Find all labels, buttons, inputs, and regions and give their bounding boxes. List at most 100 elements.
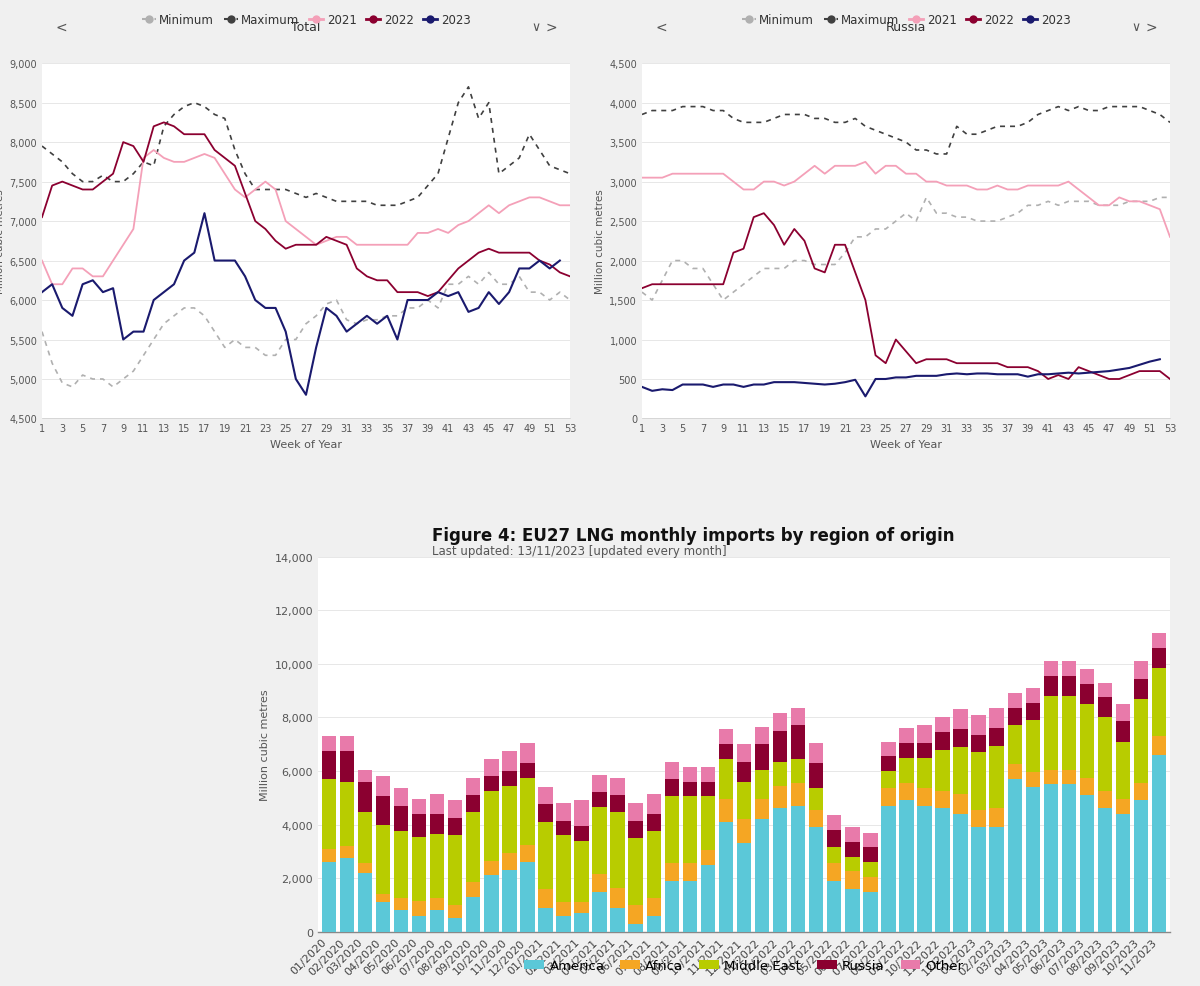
Bar: [845, 857, 859, 872]
Bar: [647, 814, 661, 831]
Bar: [611, 778, 625, 796]
Bar: [683, 782, 697, 797]
Bar: [575, 826, 589, 841]
Bar: [701, 850, 715, 865]
Bar: [791, 759, 805, 783]
Bar: [737, 744, 751, 762]
Bar: [358, 873, 372, 932]
X-axis label: Week of Year: Week of Year: [270, 440, 342, 450]
Bar: [340, 858, 354, 932]
Bar: [719, 822, 733, 932]
Bar: [755, 819, 769, 932]
Bar: [1026, 773, 1040, 787]
Bar: [863, 891, 877, 932]
Bar: [376, 777, 390, 797]
Y-axis label: Million cubic metres: Million cubic metres: [260, 688, 270, 801]
Bar: [737, 843, 751, 932]
Text: Figure 4: EU27 LNG monthly imports by region of origin: Figure 4: EU27 LNG monthly imports by re…: [432, 527, 954, 544]
Bar: [1062, 662, 1076, 676]
Text: >: >: [1145, 21, 1157, 35]
Y-axis label: Million cubic metres: Million cubic metres: [595, 189, 605, 294]
Bar: [502, 751, 516, 771]
Bar: [629, 820, 643, 838]
Legend: Minimum, Maximum, 2021, 2022, 2023: Minimum, Maximum, 2021, 2022, 2023: [137, 10, 475, 33]
Bar: [701, 797, 715, 850]
Bar: [1134, 699, 1148, 783]
Bar: [520, 763, 535, 778]
Bar: [484, 777, 498, 791]
Bar: [502, 871, 516, 932]
Bar: [1098, 791, 1112, 809]
Bar: [972, 810, 986, 827]
Bar: [990, 827, 1004, 932]
Bar: [1152, 669, 1166, 737]
Bar: [899, 743, 913, 758]
Bar: [1062, 696, 1076, 770]
Bar: [448, 801, 462, 818]
Bar: [593, 793, 607, 808]
Bar: [827, 864, 841, 880]
Bar: [990, 708, 1004, 729]
Bar: [1080, 684, 1094, 704]
Bar: [1044, 676, 1058, 696]
Bar: [1152, 648, 1166, 669]
Bar: [845, 889, 859, 932]
Bar: [430, 834, 444, 898]
Bar: [701, 865, 715, 932]
Bar: [972, 827, 986, 932]
Bar: [502, 853, 516, 871]
Bar: [972, 752, 986, 810]
Bar: [629, 838, 643, 905]
Bar: [791, 806, 805, 932]
Bar: [809, 789, 823, 810]
Bar: [376, 894, 390, 902]
Bar: [394, 789, 408, 806]
Bar: [502, 771, 516, 786]
Bar: [719, 744, 733, 759]
Bar: [917, 726, 931, 743]
Bar: [972, 736, 986, 752]
Bar: [719, 800, 733, 822]
Bar: [1008, 693, 1022, 708]
Bar: [520, 778, 535, 845]
Bar: [809, 810, 823, 827]
Bar: [1134, 783, 1148, 801]
Bar: [575, 902, 589, 913]
Bar: [611, 887, 625, 908]
Bar: [863, 848, 877, 862]
Bar: [755, 744, 769, 770]
Bar: [899, 758, 913, 783]
Bar: [340, 782, 354, 846]
Bar: [358, 770, 372, 782]
Bar: [484, 759, 498, 777]
Bar: [972, 715, 986, 736]
Bar: [791, 708, 805, 726]
Bar: [557, 820, 571, 835]
Bar: [683, 797, 697, 864]
Bar: [412, 814, 426, 837]
Bar: [665, 864, 679, 880]
Bar: [665, 880, 679, 932]
Bar: [430, 814, 444, 834]
Bar: [448, 905, 462, 918]
Bar: [1116, 741, 1130, 800]
Bar: [683, 880, 697, 932]
Bar: [412, 916, 426, 932]
Bar: [1062, 785, 1076, 932]
Text: ∨: ∨: [1132, 21, 1140, 35]
Bar: [755, 727, 769, 744]
Bar: [1098, 683, 1112, 698]
Bar: [376, 797, 390, 824]
Bar: [1134, 662, 1148, 678]
Bar: [737, 782, 751, 819]
Bar: [917, 806, 931, 932]
Bar: [412, 901, 426, 916]
Bar: [1062, 770, 1076, 785]
Bar: [917, 789, 931, 806]
Bar: [484, 791, 498, 861]
Bar: [953, 814, 968, 932]
Bar: [611, 796, 625, 812]
Bar: [593, 775, 607, 793]
Bar: [557, 804, 571, 820]
Bar: [953, 730, 968, 747]
